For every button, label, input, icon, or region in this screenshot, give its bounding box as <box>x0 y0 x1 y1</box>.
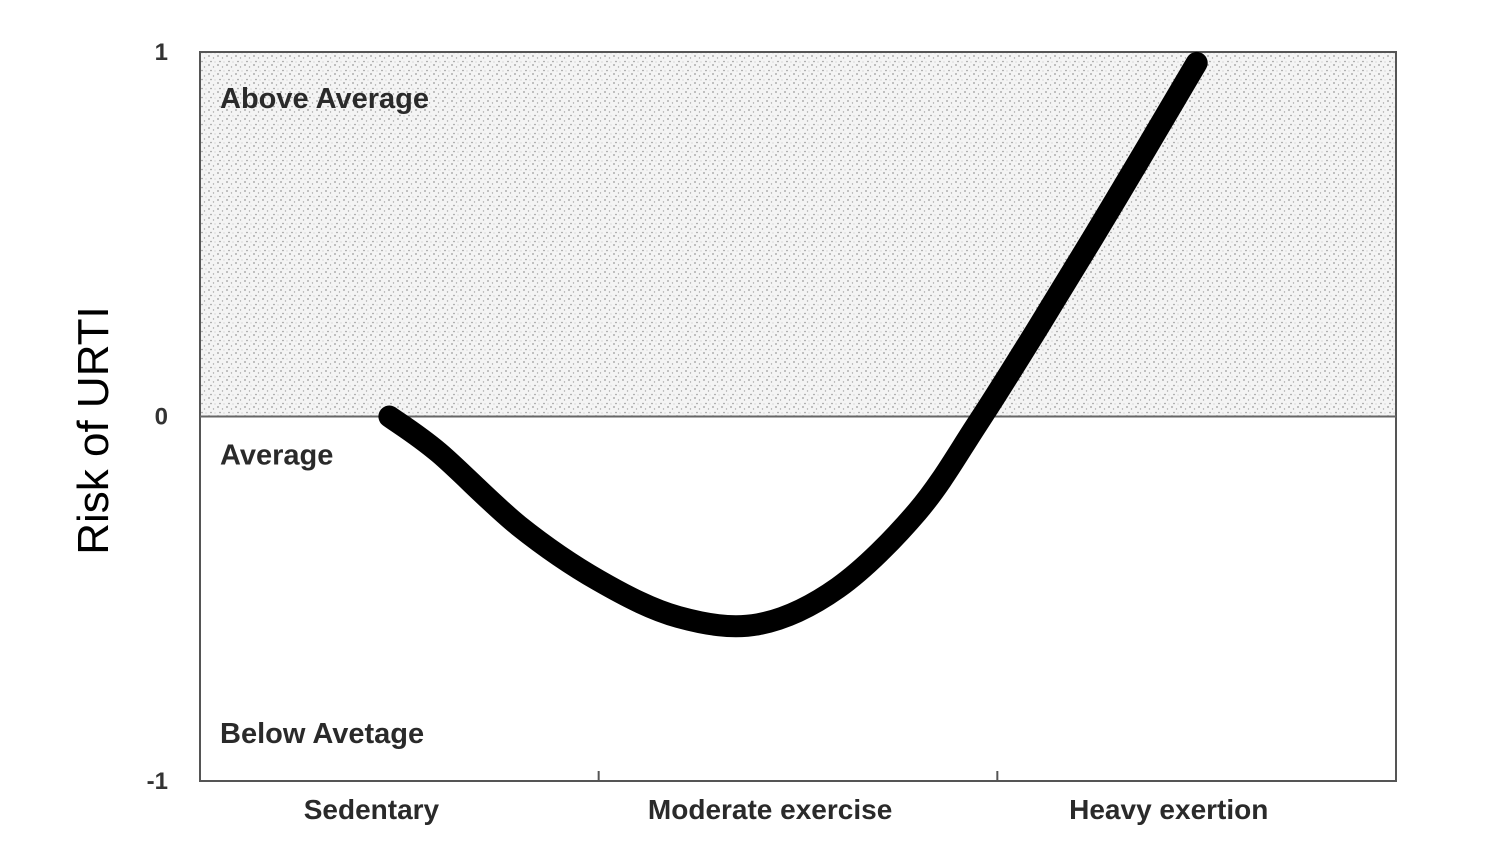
x-category-label: Sedentary <box>304 794 440 825</box>
risk-curve-line <box>378 51 1208 638</box>
region-label-above: Above Average <box>220 83 429 115</box>
x-category-label: Moderate exercise <box>648 794 892 825</box>
region-label-average: Average <box>220 440 333 472</box>
above-average-shaded-region <box>200 52 1396 417</box>
x-axis-ticks: Sedentary Moderate exercise Heavy exertion <box>304 771 1268 825</box>
x-category-label: Heavy exertion <box>1069 794 1268 825</box>
y-axis-ticks: 1 0 -1 <box>147 39 168 795</box>
y-tick-label: 1 <box>155 39 168 66</box>
region-label-below: Below Avetage <box>220 718 424 750</box>
y-tick-label: -1 <box>147 768 168 795</box>
y-axis-title: Risk of URTI <box>69 306 118 555</box>
y-tick-label: 0 <box>155 404 168 431</box>
